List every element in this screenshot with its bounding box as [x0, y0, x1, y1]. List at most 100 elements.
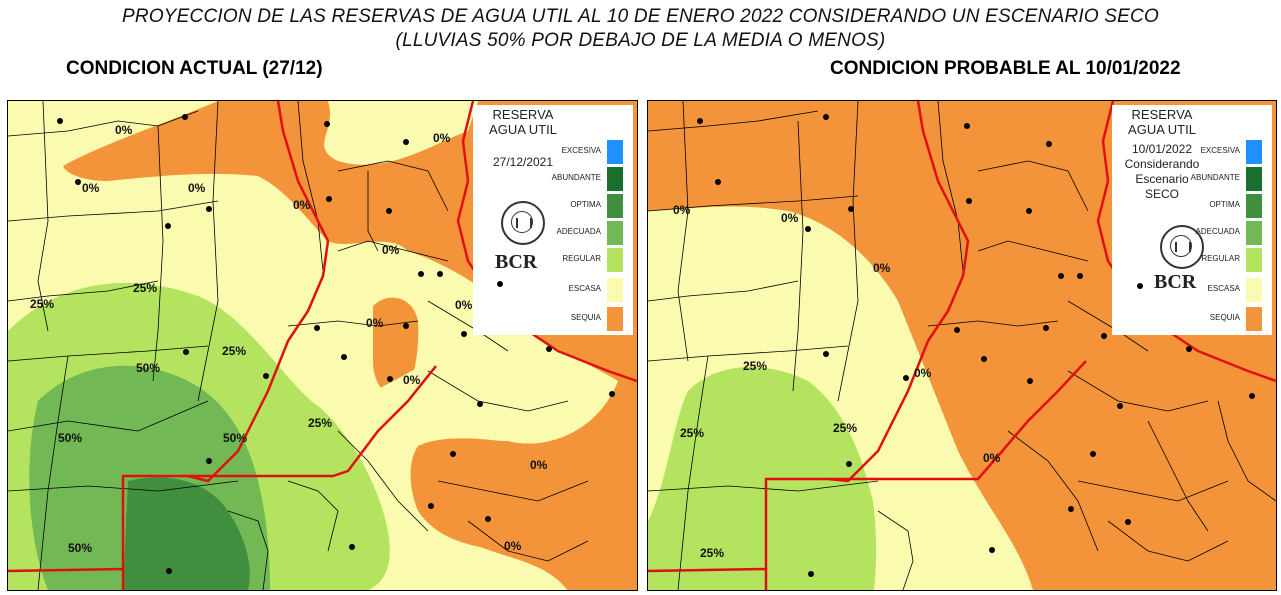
legend-swatch — [1246, 167, 1262, 191]
legend-swatch — [607, 248, 623, 272]
legend-item-escasa: ESCASA — [517, 278, 627, 302]
station-dot — [485, 516, 491, 522]
station-dot — [314, 325, 320, 331]
station-dot — [1249, 393, 1255, 399]
legend-item-escasa: ESCASA — [1156, 278, 1266, 302]
legend-item-abundante: ABUNDANTE — [517, 167, 627, 191]
isoline-label: 0% — [382, 243, 400, 257]
legend-label: EXCESIVA — [561, 146, 601, 155]
station-dot — [697, 118, 703, 124]
right-legend: RESERVA AGUA UTIL 10/01/2022 Considerand… — [1112, 105, 1272, 335]
station-dot — [418, 271, 424, 277]
isoline-label: 0% — [914, 366, 932, 380]
station-dot — [326, 196, 332, 202]
station-dot — [75, 179, 81, 185]
isoline-label: 0% — [455, 298, 473, 312]
isoline-label: 25% — [833, 421, 858, 435]
left-legend: RESERVA AGUA UTIL 27/12/2021 BCR EXCESIV… — [473, 105, 633, 335]
isoline-label: 0% — [115, 123, 133, 137]
station-dot — [386, 208, 392, 214]
legend-swatch — [607, 278, 623, 302]
legend-label: EXCESIVA — [1200, 146, 1240, 155]
legend-note-2: Escenario — [1135, 172, 1189, 186]
station-dot — [903, 375, 909, 381]
department-boundaries — [648, 101, 1276, 590]
legend-swatch — [607, 140, 623, 164]
station-dot — [1068, 506, 1074, 512]
legend-title-2: AGUA UTIL — [489, 122, 557, 137]
station-dot — [1090, 451, 1096, 457]
station-dot — [183, 349, 189, 355]
station-dot — [428, 503, 434, 509]
current-condition-map: RESERVA AGUA UTIL 27/12/2021 BCR EXCESIV… — [7, 100, 638, 591]
bcr-logo: BCR — [1154, 271, 1197, 293]
legend-item-regular: REGULAR — [517, 248, 627, 272]
legend-note-1: Considerando — [1124, 157, 1200, 171]
isoline-label: 50% — [136, 361, 161, 375]
station-dot — [989, 547, 995, 553]
legend-label: OPTIMA — [1209, 200, 1240, 209]
legend-label: REGULAR — [1201, 254, 1240, 263]
station-dot — [609, 391, 615, 397]
station-dot — [808, 571, 814, 577]
legend-item-excesiva: EXCESIVA — [517, 140, 627, 164]
legend-item-optima: OPTIMA — [1156, 194, 1266, 218]
station-dot — [461, 331, 467, 337]
isoline-label: 0% — [188, 181, 206, 195]
isoline-label: 50% — [58, 431, 83, 445]
station-dot — [403, 139, 409, 145]
legend-label: ESCASA — [568, 284, 601, 293]
isoline-label: 50% — [223, 431, 248, 445]
legend-swatch — [607, 167, 623, 191]
isoline-label: 0% — [781, 211, 799, 225]
legend-swatch — [1246, 140, 1262, 164]
legend-label: ADECUADA — [1195, 227, 1240, 236]
legend-label: REGULAR — [562, 254, 601, 263]
legend-title-1: RESERVA — [1131, 107, 1193, 122]
station-dot — [1077, 273, 1083, 279]
station-dot — [823, 351, 829, 357]
station-dot — [57, 118, 63, 124]
station-dot — [964, 123, 970, 129]
isoline-label: 0% — [433, 131, 451, 145]
legend-label: OPTIMA — [570, 200, 601, 209]
escasa-patch-northeast — [324, 101, 478, 165]
sequia-zone-southeast — [410, 431, 637, 551]
legend-item-abundante: ABUNDANTE — [1156, 167, 1266, 191]
station-dot — [477, 401, 483, 407]
left-map-heading: CONDICION ACTUAL (27/12) — [66, 58, 323, 79]
isoline-label: 0% — [530, 458, 548, 472]
legend-item-optima: OPTIMA — [517, 194, 627, 218]
isoline-label: 25% — [680, 426, 705, 440]
station-dot — [166, 568, 172, 574]
isoline-label: 0% — [403, 373, 421, 387]
legend-title-2: AGUA UTIL — [1128, 122, 1196, 137]
station-dot — [263, 373, 269, 379]
escasa-patch-east — [338, 311, 637, 590]
station-dot — [848, 206, 854, 212]
legend-item-sequia: SEQUIA — [517, 307, 627, 331]
legend-date: 27/12/2021 — [492, 155, 554, 169]
station-dot — [206, 206, 212, 212]
legend-swatch — [607, 221, 623, 245]
legend-title-1: RESERVA — [492, 107, 554, 122]
station-dot — [497, 281, 503, 287]
isoline-label: 0% — [366, 316, 384, 330]
legend-note-3: SECO — [1144, 187, 1179, 201]
station-dot — [387, 376, 393, 382]
legend-label: ABUNDANTE — [551, 173, 601, 182]
station-dot — [349, 544, 355, 550]
station-dot — [1186, 346, 1192, 352]
isoline-label: 50% — [68, 541, 93, 555]
station-dot — [823, 114, 829, 120]
legend-swatch — [1246, 307, 1262, 331]
station-dot — [324, 121, 330, 127]
station-dot — [715, 179, 721, 185]
legend-label: ABUNDANTE — [1190, 173, 1240, 182]
station-dot — [805, 226, 811, 232]
isoline-label: 25% — [700, 546, 725, 560]
legend-date: 10/01/2022 — [1131, 142, 1193, 156]
station-dot — [981, 356, 987, 362]
probable-condition-map: RESERVA AGUA UTIL 10/01/2022 Considerand… — [647, 100, 1277, 591]
station-dot — [1137, 283, 1143, 289]
